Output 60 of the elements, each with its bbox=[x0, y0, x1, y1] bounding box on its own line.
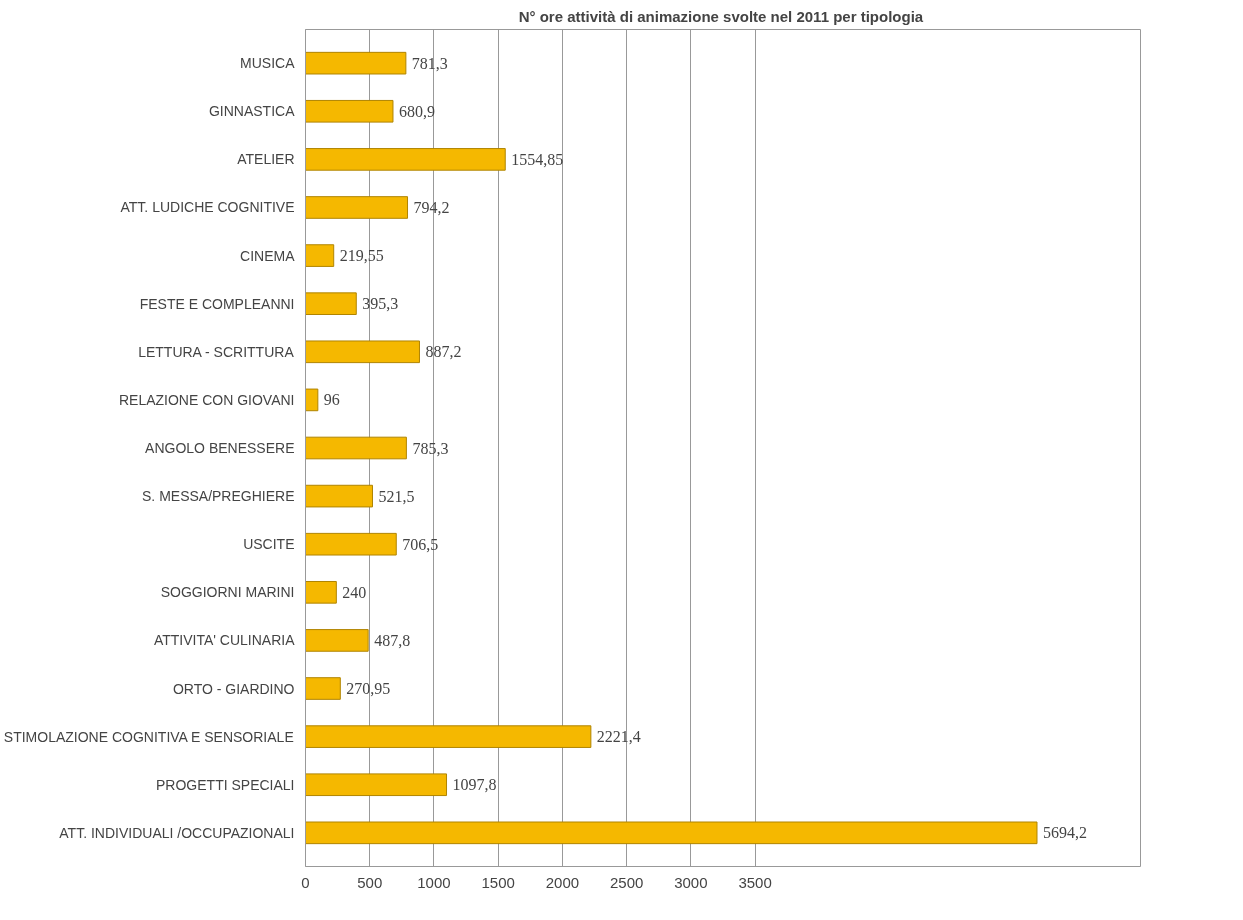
y-tick-label: S. MESSA/PREGHIERE bbox=[142, 488, 295, 505]
bar bbox=[305, 51, 407, 75]
data-label: 395,3 bbox=[362, 295, 399, 313]
x-tick-label: 3000 bbox=[674, 873, 708, 891]
data-label: 680,9 bbox=[398, 102, 435, 120]
bar bbox=[305, 725, 592, 748]
bar bbox=[305, 821, 1038, 845]
y-tick-label: ANGOLO BENESSERE bbox=[145, 440, 295, 456]
bar bbox=[305, 148, 506, 171]
y-tick-label: ATELIER bbox=[237, 151, 295, 168]
chart-title: N° ore attività di animazione svolte nel 2011 per tipologia bbox=[518, 7, 924, 25]
bar bbox=[305, 532, 397, 556]
data-label: 785,3 bbox=[412, 439, 449, 457]
data-label: 706,5 bbox=[402, 535, 439, 553]
data-label: 1554,85 bbox=[511, 150, 564, 168]
bar bbox=[305, 244, 335, 267]
y-tick-label: ORTO - GIARDINO bbox=[172, 680, 295, 697]
x-tick-label: 2500 bbox=[609, 873, 644, 891]
bar bbox=[305, 773, 448, 797]
data-label: 270,95 bbox=[346, 680, 391, 698]
x-tick-label: 500 bbox=[357, 873, 383, 891]
bar bbox=[305, 484, 373, 508]
data-label: 1097,8 bbox=[452, 776, 497, 794]
y-tick-label: LETTURA - SCRITTURA bbox=[138, 343, 295, 360]
bar bbox=[305, 340, 420, 364]
bar bbox=[305, 629, 369, 652]
bar bbox=[305, 99, 394, 123]
data-label: 219,55 bbox=[339, 247, 384, 265]
y-tick-label: SOGGIORNI MARINI bbox=[160, 584, 295, 601]
x-tick-label: 0 bbox=[301, 873, 310, 891]
x-tick-label: 1500 bbox=[481, 873, 515, 891]
x-tick-label: 3500 bbox=[738, 873, 772, 891]
bar bbox=[305, 292, 357, 316]
y-tick-label: CINEMA bbox=[240, 247, 296, 264]
y-tick-label: STIMOLAZIONE COGNITIVA E SENSORIALE bbox=[3, 728, 294, 745]
y-tick-label: MUSICA bbox=[240, 55, 296, 72]
x-tick-label: 1000 bbox=[417, 873, 451, 891]
y-tick-label: ATT. INDIVIDUALI /OCCUPAZIONALI bbox=[59, 824, 295, 841]
data-label: 521,5 bbox=[378, 487, 415, 505]
y-tick-label: FESTE E COMPLEANNI bbox=[139, 295, 295, 312]
bar bbox=[305, 196, 409, 219]
data-label: 96 bbox=[323, 391, 340, 409]
x-tick-label: 2000 bbox=[545, 873, 580, 891]
data-label: 887,2 bbox=[425, 343, 462, 361]
bar bbox=[305, 580, 337, 604]
y-tick-label: USCITE bbox=[243, 536, 295, 553]
data-label: 794,2 bbox=[413, 198, 450, 216]
data-label: 2221,4 bbox=[596, 728, 641, 746]
data-label: 240 bbox=[342, 583, 367, 601]
bar bbox=[305, 388, 319, 412]
data-label: 5694,2 bbox=[1042, 824, 1087, 842]
bar bbox=[305, 677, 341, 700]
y-tick-label: RELAZIONE CON GIOVANI bbox=[118, 391, 295, 408]
data-label: 487,8 bbox=[374, 631, 411, 649]
y-tick-label: GINNASTICA bbox=[208, 103, 296, 120]
y-tick-label: ATT. LUDICHE COGNITIVE bbox=[120, 199, 295, 216]
y-tick-label: PROGETTI SPECIALI bbox=[156, 776, 295, 793]
bar bbox=[305, 436, 407, 460]
y-tick-label: ATTIVITA' CULINARIA bbox=[153, 632, 296, 649]
data-label: 781,3 bbox=[411, 54, 448, 72]
